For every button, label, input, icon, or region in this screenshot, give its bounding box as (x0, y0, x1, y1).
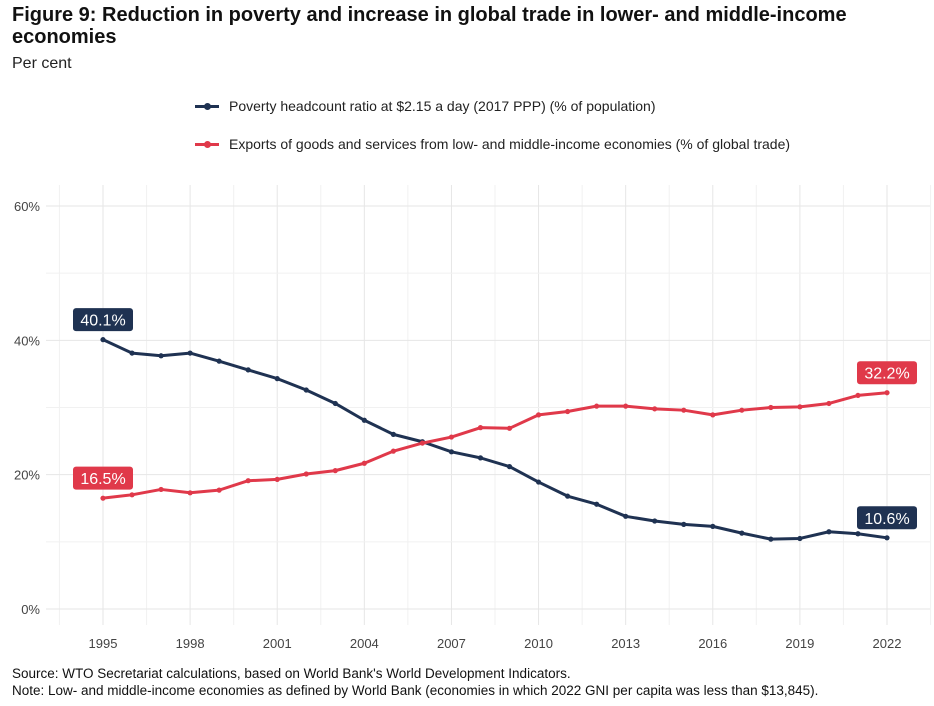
data-point (623, 513, 629, 519)
data-point (710, 523, 716, 529)
data-point (361, 417, 367, 423)
x-tick-label: 2022 (873, 636, 902, 651)
y-tick-label: 20% (14, 468, 40, 483)
data-point (245, 367, 251, 373)
data-point (361, 460, 367, 466)
data-point (681, 407, 687, 413)
data-point (652, 518, 658, 524)
data-point (187, 350, 193, 356)
data-point (216, 487, 222, 493)
data-point (100, 495, 106, 501)
data-point (768, 536, 774, 542)
legend-label-exports: Exports of goods and services from low- … (229, 136, 791, 152)
data-point (129, 350, 135, 356)
data-point (768, 404, 774, 411)
data-point (390, 448, 396, 454)
data-point (535, 479, 542, 485)
data-label: 16.5% (80, 471, 125, 488)
data-point (332, 468, 338, 474)
data-point (739, 530, 745, 536)
data-point (594, 403, 600, 409)
x-tick-label: 2013 (611, 636, 640, 651)
data-point (564, 408, 571, 415)
data-point (797, 535, 803, 542)
data-point (739, 407, 745, 413)
y-tick-label: 0% (21, 602, 40, 617)
data-point (448, 434, 455, 440)
data-label-box (73, 308, 133, 332)
data-point (158, 353, 164, 359)
data-point (884, 390, 890, 396)
data-point (390, 431, 396, 437)
chart-title: Figure 9: Reduction in poverty and incre… (12, 4, 847, 48)
x-tick-label: 1998 (176, 636, 205, 651)
data-point (477, 455, 484, 461)
x-tick-label: 1995 (89, 636, 118, 651)
data-label-box (73, 466, 133, 490)
data-point (652, 406, 658, 412)
data-point (129, 492, 135, 498)
data-point (158, 486, 164, 493)
chart-subtitle: Per cent (12, 55, 72, 72)
data-point (419, 440, 426, 446)
data-point (826, 400, 832, 407)
data-point (477, 425, 484, 431)
legend-label-poverty: Poverty headcount ratio at $2.15 a day (… (229, 98, 656, 114)
data-point (506, 425, 513, 431)
y-tick-label: 60% (14, 199, 40, 214)
series-line-0 (101, 338, 889, 541)
series-line-1 (101, 391, 889, 500)
data-label: 40.1% (80, 313, 125, 330)
data-point (332, 400, 338, 407)
data-point (245, 478, 251, 484)
x-tick-label: 2010 (524, 636, 553, 651)
data-label-box (857, 361, 917, 385)
source-note: Source: WTO Secretariat calculations, ba… (12, 666, 571, 681)
data-point (594, 501, 600, 507)
data-label: 32.2% (864, 366, 909, 383)
data-point (797, 404, 803, 410)
data-point (681, 521, 687, 527)
data-point (855, 531, 861, 537)
data-point (564, 493, 571, 499)
data-point (274, 476, 280, 482)
footnote: Note: Low- and middle-income economies a… (12, 683, 819, 698)
data-point (855, 392, 861, 399)
x-tick-label: 2019 (785, 636, 814, 651)
data-point (187, 490, 193, 496)
y-tick-label: 40% (14, 333, 40, 348)
data-point (448, 449, 455, 455)
legend-swatch-exports (195, 141, 219, 148)
data-label: 10.6% (864, 511, 909, 528)
data-point (826, 529, 832, 535)
data-point (506, 464, 513, 470)
x-tick-label: 2016 (698, 636, 727, 651)
data-point (623, 403, 629, 409)
data-point (216, 358, 222, 364)
x-tick-label: 2004 (350, 636, 379, 651)
data-point (884, 535, 890, 541)
data-point (535, 412, 542, 418)
data-label-box (857, 506, 917, 530)
data-point (303, 387, 309, 393)
data-point (100, 337, 106, 343)
x-tick-label: 2001 (263, 636, 292, 651)
x-tick-label: 2007 (437, 636, 466, 651)
data-point (274, 376, 280, 382)
data-point (710, 412, 716, 418)
data-point (303, 471, 309, 477)
legend-swatch-poverty (195, 103, 219, 110)
